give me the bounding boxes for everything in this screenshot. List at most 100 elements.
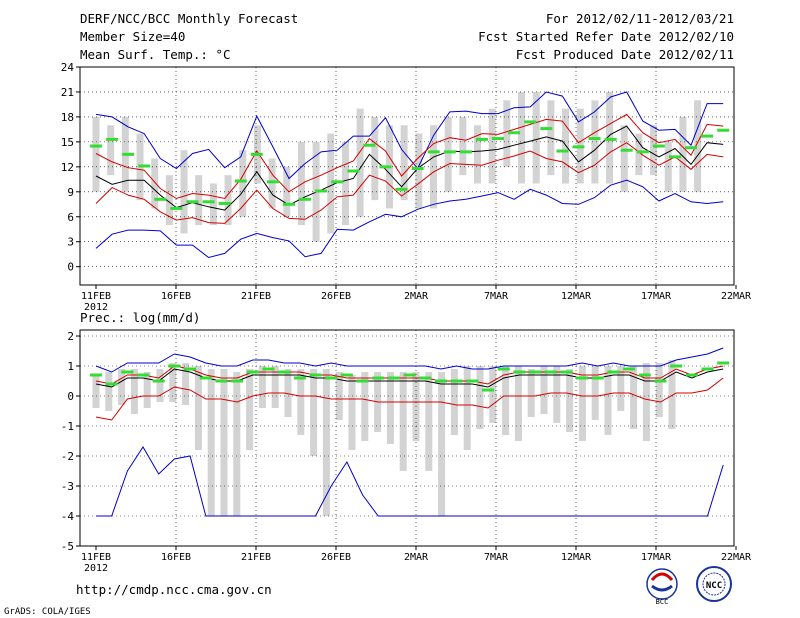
x-tick-label: 12MAR <box>561 552 592 563</box>
ensemble-box <box>399 372 407 471</box>
series-max-line <box>95 347 724 373</box>
y-tick-label: 1 <box>67 360 74 373</box>
ensemble-box <box>195 175 203 226</box>
ensemble-box <box>532 91 540 184</box>
x-tick-label: 2MAR <box>404 291 429 302</box>
ensemble-box <box>310 369 318 456</box>
x-tick-label: 7MAR <box>484 552 509 563</box>
ensemble-box <box>668 360 676 429</box>
ncc-logo: NCC <box>696 566 732 602</box>
ensemble-box <box>341 141 349 226</box>
series-min-line <box>96 446 724 517</box>
ensemble-box <box>156 369 164 402</box>
ensemble-box <box>489 366 497 423</box>
ensemble-box <box>284 369 292 417</box>
x-tick-label: 21FEB <box>241 552 271 563</box>
ensemble-box <box>463 366 471 450</box>
ensemble-box <box>630 366 638 429</box>
ensemble-box <box>503 100 511 167</box>
x-tick-label: 22MAR <box>721 552 752 563</box>
ensemble-box <box>118 369 126 405</box>
x-tick-label: 16FEB <box>161 552 191 563</box>
x-tick-label: 16FEB <box>161 291 191 302</box>
y-tick-label: 0 <box>67 390 74 403</box>
y-tick-label: -5 <box>61 540 74 553</box>
y-tick-label: 3 <box>67 236 74 249</box>
ensemble-box <box>92 116 100 192</box>
ensemble-box <box>617 366 625 411</box>
bcc-logo-label: BCC <box>656 598 669 606</box>
ensemble-box <box>165 175 173 226</box>
series-upper-line <box>95 113 724 200</box>
ensemble-box <box>591 366 599 420</box>
x-tick-year: 2012 <box>84 302 108 313</box>
series-mean-line <box>95 125 724 211</box>
ensemble-box <box>268 158 276 209</box>
ensemble-box <box>169 363 177 402</box>
x-tick-label: 21FEB <box>241 291 271 302</box>
series-min-line <box>95 179 724 259</box>
y-tick-label: 21 <box>61 86 74 99</box>
ensemble-box <box>143 372 151 408</box>
ensemble-box <box>271 366 279 408</box>
ensemble-box <box>327 133 335 234</box>
y-tick-label: 24 <box>61 61 75 74</box>
precip-title: Prec.: log(mm/d) <box>80 310 200 325</box>
ensemble-box <box>151 158 159 209</box>
y-tick-label: -2 <box>61 450 74 463</box>
ensemble-box <box>246 369 254 450</box>
ensemble-box <box>488 108 496 184</box>
ensemble-box <box>233 372 241 516</box>
ensemble-box <box>553 366 561 423</box>
y-tick-label: 0 <box>67 261 74 274</box>
y-tick-label: 15 <box>61 136 74 149</box>
series-lower-line <box>95 377 724 421</box>
ensemble-box <box>209 183 217 226</box>
ensemble-box <box>92 375 100 408</box>
bcc-logo: BCC <box>646 568 678 606</box>
ensemble-box <box>258 366 266 408</box>
ensemble-box <box>400 125 408 201</box>
ensemble-box <box>297 141 305 226</box>
x-tick-label: 26FEB <box>321 291 351 302</box>
x-tick-label: 12MAR <box>561 291 592 302</box>
ensemble-box <box>679 116 687 192</box>
x-tick-year: 2012 <box>84 563 108 574</box>
y-tick-label: 12 <box>61 161 74 174</box>
ensemble-box <box>578 366 586 441</box>
ensemble-box <box>283 166 291 217</box>
ensemble-box <box>562 108 570 184</box>
x-tick-label: 22MAR <box>721 291 752 302</box>
ensemble-box <box>444 116 452 192</box>
x-tick-label: 2MAR <box>404 552 429 563</box>
ensemble-box <box>459 116 467 176</box>
ncc-logo-label: NCC <box>706 581 722 591</box>
ensemble-box <box>425 372 433 471</box>
ensemble-box <box>107 125 115 176</box>
ensemble-box <box>655 363 663 417</box>
y-tick-label: -1 <box>61 420 74 433</box>
ensemble-box <box>540 366 548 414</box>
ensemble-box <box>207 369 215 516</box>
y-tick-label: 18 <box>61 111 74 124</box>
ensemble-box <box>356 108 364 217</box>
source-url[interactable]: http://cmdp.ncc.cma.gov.cn <box>76 582 272 597</box>
x-tick-label: 11FEB <box>81 291 111 302</box>
x-tick-label: 26FEB <box>321 552 351 563</box>
x-tick-label: 17MAR <box>641 552 672 563</box>
ensemble-box <box>297 369 305 435</box>
member-size: Member Size=40 <box>80 29 185 44</box>
ensemble-box <box>438 372 446 516</box>
ensemble-box <box>591 100 599 184</box>
series-mean-line <box>95 368 724 388</box>
ensemble-box <box>429 125 437 209</box>
y-tick-label: 2 <box>67 330 74 343</box>
x-tick-label: 7MAR <box>484 291 509 302</box>
ensemble-box <box>220 369 228 516</box>
forecast-period: For 2012/02/11-2012/03/21 <box>546 11 734 26</box>
ensemble-box <box>635 133 643 176</box>
produced-date: Fcst Produced Date 2012/02/11 <box>516 47 734 62</box>
